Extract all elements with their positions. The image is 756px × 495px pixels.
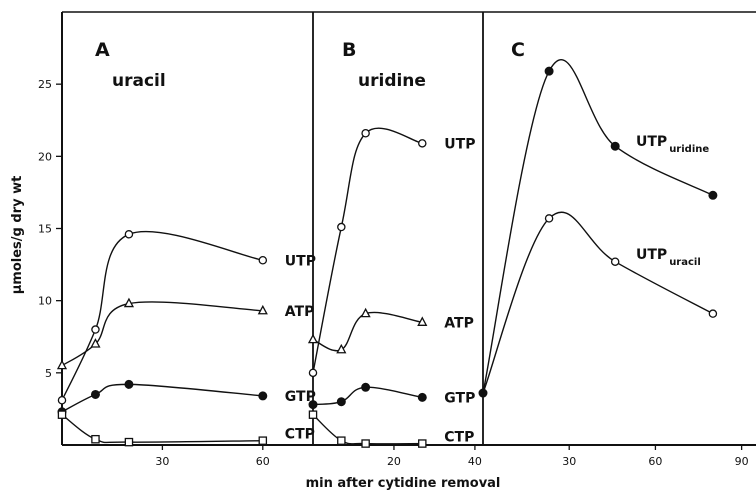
x-tick-label: 30 [562, 455, 576, 468]
x-tick-label: 90 [735, 455, 749, 468]
y-tick-label: 10 [38, 295, 52, 308]
series-line [61, 301, 263, 367]
data-point-open-triangle [90, 338, 101, 348]
data-point-open-square [57, 410, 67, 419]
series-line [61, 383, 263, 413]
y-tick-label: 25 [38, 78, 52, 91]
data-point-filled-circle [124, 379, 134, 389]
data-point-open-triangle [336, 343, 347, 354]
data-point-open-square [124, 437, 134, 447]
data-point-open-triangle [123, 297, 135, 308]
x-tick-label: 20 [387, 455, 401, 468]
series-label: CTP [285, 427, 315, 443]
data-point-open-circle [91, 325, 100, 334]
marks-group [56, 59, 718, 448]
data-point-filled-circle [308, 400, 318, 410]
series-line [482, 59, 714, 394]
data-point-filled-circle [90, 389, 100, 399]
data-point-open-circle [337, 222, 346, 232]
series-label: ATP [444, 315, 474, 331]
panel-subtitle: uridine [358, 71, 426, 91]
panel-letter: B [342, 39, 356, 61]
axes-group [56, 11, 756, 450]
y-tick-label: 20 [38, 150, 52, 163]
data-point-open-circle [361, 128, 370, 138]
data-point-open-circle [610, 257, 620, 266]
data-point-open-square [91, 434, 100, 444]
series-label: CTP [444, 430, 474, 446]
data-point-open-circle [544, 214, 554, 223]
data-point-open-triangle [360, 307, 371, 318]
series-label: GTP [285, 389, 316, 405]
x-tick-label: 40 [468, 455, 482, 468]
data-point-open-square [361, 439, 370, 448]
series-label: UTP uracil [636, 247, 701, 268]
data-point-open-square [337, 436, 346, 445]
data-point-filled-circle [708, 190, 718, 200]
y-tick-label: 15 [38, 223, 52, 236]
series-line [312, 311, 423, 352]
data-point-open-circle [708, 309, 718, 318]
data-point-open-circle [418, 139, 427, 148]
data-point-open-triangle [56, 359, 68, 370]
y-tick-label: 5 [45, 367, 52, 380]
data-point-open-square [258, 436, 268, 445]
data-point-open-triangle [307, 333, 319, 344]
data-point-open-square [308, 410, 318, 419]
series-line [61, 414, 263, 444]
series-label: GTP [444, 390, 475, 406]
data-point-filled-circle [361, 382, 371, 392]
panel-letter: C [511, 39, 525, 61]
series-line [312, 127, 423, 373]
series-line [312, 386, 423, 406]
data-point-filled-circle [336, 397, 346, 407]
series-line [312, 414, 423, 445]
panel-letter: A [95, 39, 110, 61]
panel-subtitle: uracil [112, 71, 166, 91]
data-point-open-circle [57, 396, 67, 405]
data-point-open-circle [124, 230, 134, 239]
y-axis-title: μmoles/g dry wt [10, 176, 25, 295]
series-label: ATP [285, 304, 315, 320]
data-point-open-square [418, 439, 427, 448]
x-tick-label: 60 [256, 455, 270, 468]
data-point-open-triangle [257, 304, 268, 315]
data-point-filled-circle [258, 391, 268, 401]
x-axis-title: min after cytidine removal [306, 476, 501, 491]
series-label: UTP [444, 136, 475, 152]
data-point-filled-circle [544, 66, 554, 76]
series-label: UTP uridine [636, 134, 709, 155]
x-tick-label: 30 [155, 455, 169, 468]
data-point-filled-circle [417, 392, 427, 402]
series-line [482, 211, 714, 394]
series-line [61, 230, 263, 401]
data-point-filled-circle [610, 141, 620, 151]
series-label: UTP [285, 253, 316, 269]
data-point-open-circle [258, 256, 268, 265]
data-point-open-circle [308, 368, 318, 378]
data-point-open-triangle [417, 316, 428, 326]
x-tick-label: 60 [648, 455, 662, 468]
